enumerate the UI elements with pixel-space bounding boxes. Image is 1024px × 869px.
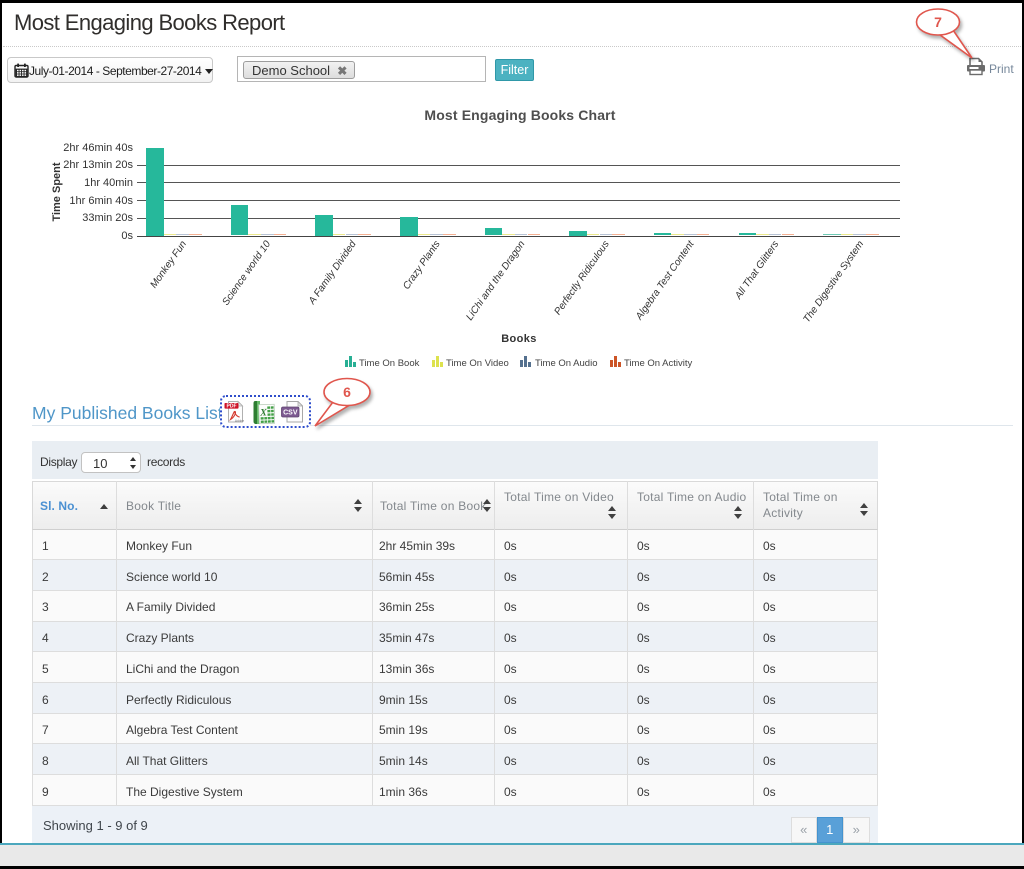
svg-text:PDF: PDF (227, 404, 237, 410)
svg-text:7: 7 (934, 14, 942, 30)
svg-text:X: X (258, 407, 266, 418)
svg-text:CSV: CSV (283, 410, 298, 417)
svg-text:Adobe: Adobe (235, 419, 244, 423)
svg-text:6: 6 (343, 384, 351, 400)
